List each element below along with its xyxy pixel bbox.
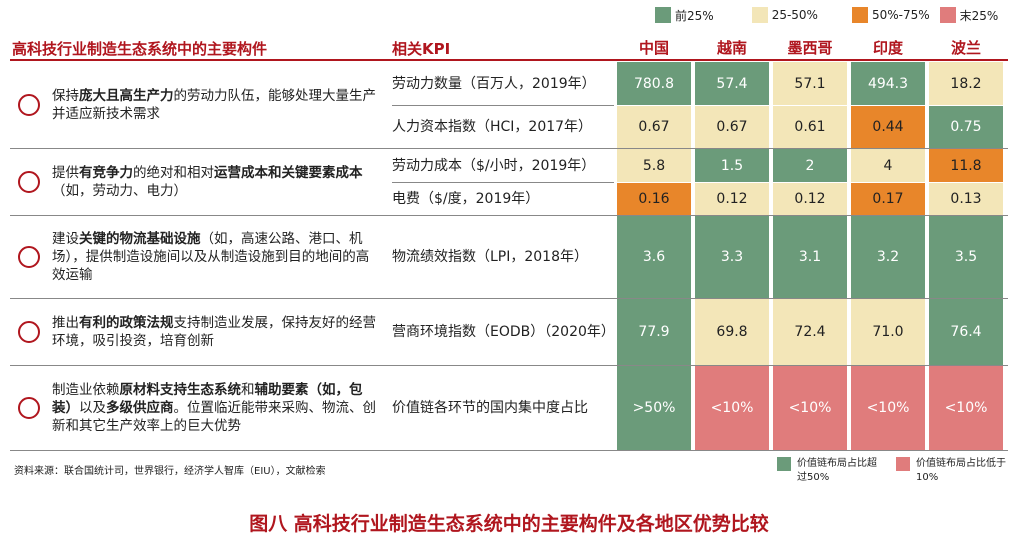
kpi-value-cell: 3.6 [617, 216, 691, 298]
circle-marker-icon [18, 397, 40, 419]
kpi-value-cell: 1.5 [695, 149, 769, 182]
note-under-10: 价值链布局占比低于10% [896, 457, 1006, 485]
country-header-china: 中国 [638, 39, 669, 57]
kpi-column-title: 相关KPI [392, 40, 451, 58]
note-label: 价值链布局占比超过50% [797, 458, 877, 483]
component-text: 推出有利的政策法规支持制造业发展，保持友好的经营环境，吸引投资，培育创新 [52, 315, 376, 349]
kpi-value-cell: 57.4 [695, 62, 769, 105]
legend-item-bottom25: 末25% [939, 7, 999, 24]
country-header-poland: 波兰 [950, 39, 981, 57]
kpi-label: 劳动力数量（百万人，2019年） [392, 75, 596, 92]
circle-marker-icon [18, 171, 40, 193]
group-separator [10, 298, 1008, 299]
note-swatch [896, 457, 910, 471]
legend-item-25-50: 25-50% [751, 7, 818, 23]
kpi-value-cell: 76.4 [929, 299, 1003, 365]
circle-marker-icon [18, 94, 40, 116]
kpi-value-cell: 0.67 [617, 106, 691, 148]
kpi-value-cell: 0.16 [617, 183, 691, 215]
group-separator [10, 215, 1008, 216]
kpi-value-cell: 0.12 [695, 183, 769, 215]
kpi-label: 电费（$/度，2019年） [392, 191, 540, 207]
kpi-value-cell: 3.5 [929, 216, 1003, 298]
legend-item-top25: 前25% [655, 7, 714, 24]
component-supply-ecosystem: 制造业依赖原材料支持生态系统和辅助要素（如，包装）以及多级供应商。位置临近能带来… [12, 366, 380, 450]
kpi-value-cell: 71.0 [851, 299, 925, 365]
component-text: 制造业依赖原材料支持生态系统和辅助要素（如，包装）以及多级供应商。位置临近能带来… [52, 382, 376, 434]
kpi-value-cell: 3.1 [773, 216, 847, 298]
section-title: 高科技行业制造生态系统中的主要构件 [12, 40, 268, 58]
kpi-value-cell: 0.61 [773, 106, 847, 148]
kpi-value-cell: 494.3 [851, 62, 925, 105]
legend-item-50-75: 50%-75% [851, 7, 930, 23]
legend-swatch [939, 7, 956, 23]
kpi-label: 营商环境指数（EODB）（2020年） [392, 324, 615, 340]
kpi-value-cell: >50% [617, 366, 691, 450]
legend-label: 前25% [675, 8, 714, 23]
kpi-label: 劳动力成本（$/小时，2019年） [392, 157, 596, 174]
legend-label: 25-50% [771, 8, 818, 22]
component-text: 保持庞大且高生产力的劳动力队伍，能够处理大量生产并适应新技术需求 [52, 88, 376, 122]
kpi-label: 人力资本指数（HCI，2017年） [392, 119, 593, 135]
component-text: 提供有竞争力的绝对和相对运营成本和关键要素成本（如，劳动力、电力） [52, 165, 363, 199]
note-swatch [777, 457, 791, 471]
kpi-value-cell: 69.8 [695, 299, 769, 365]
kpi-value-cell: 0.17 [851, 183, 925, 215]
kpi-value-cell: 57.1 [773, 62, 847, 105]
kpi-value-cell: 780.8 [617, 62, 691, 105]
kpi-label: 价值链各环节的国内集中度占比 [392, 400, 588, 416]
country-header-mexico: 墨西哥 [787, 39, 833, 57]
kpi-value-cell: 11.8 [929, 149, 1003, 182]
header-divider [10, 59, 1008, 61]
group-separator [10, 365, 1008, 366]
component-labor-force: 保持庞大且高生产力的劳动力队伍，能够处理大量生产并适应新技术需求 [12, 62, 380, 148]
circle-marker-icon [18, 246, 40, 268]
note-over-50: 价值链布局占比超过50% [777, 457, 877, 485]
kpi-value-cell: 72.4 [773, 299, 847, 365]
kpi-value-cell: 3.3 [695, 216, 769, 298]
country-header-india: 印度 [872, 39, 903, 57]
legend-swatch [851, 7, 868, 23]
kpi-value-cell: 77.9 [617, 299, 691, 365]
kpi-separator [392, 105, 614, 106]
source-note: 资料来源：联合国统计司，世界银行，经济学人智库（EIU），文献检索 [14, 466, 326, 477]
country-header-vietnam: 越南 [716, 39, 747, 57]
legend-label: 50%-75% [871, 8, 930, 22]
legend-swatch [655, 7, 671, 23]
kpi-value-cell: 0.67 [695, 106, 769, 148]
kpi-value-cell: <10% [773, 366, 847, 450]
component-policy: 推出有利的政策法规支持制造业发展，保持友好的经营环境，吸引投资，培育创新 [12, 299, 380, 365]
legend: 前25% 25-50% 50%-75% 末25% [655, 6, 1008, 24]
group-separator [10, 450, 1008, 451]
component-text: 建设关键的物流基础设施（如，高速公路、港口、机场），提供制造设施间以及从制造设施… [52, 231, 370, 283]
kpi-value-cell: 0.13 [929, 183, 1003, 215]
kpi-value-cell: 4 [851, 149, 925, 182]
circle-marker-icon [18, 321, 40, 343]
component-operating-cost: 提供有竞争力的绝对和相对运营成本和关键要素成本（如，劳动力、电力） [12, 149, 380, 215]
kpi-value-cell: 5.8 [617, 149, 691, 182]
kpi-value-cell: 0.75 [929, 106, 1003, 148]
kpi-separator [392, 182, 614, 183]
kpi-value-cell: 0.44 [851, 106, 925, 148]
figure-caption: 图八 高科技行业制造生态系统中的主要构件及各地区优势比较 [249, 513, 769, 535]
group-separator [10, 148, 1008, 149]
kpi-value-cell: 0.12 [773, 183, 847, 215]
note-label: 价值链布局占比低于10% [916, 458, 1006, 483]
kpi-value-cell: <10% [851, 366, 925, 450]
kpi-value-cell: 2 [773, 149, 847, 182]
kpi-value-cell: <10% [695, 366, 769, 450]
kpi-value-cell: <10% [929, 366, 1003, 450]
component-logistics: 建设关键的物流基础设施（如，高速公路、港口、机场），提供制造设施间以及从制造设施… [12, 216, 380, 298]
kpi-value-cell: 18.2 [929, 62, 1003, 105]
kpi-label: 物流绩效指数（LPI，2018年） [392, 249, 588, 265]
legend-label: 末25% [959, 8, 999, 23]
legend-swatch [751, 7, 768, 23]
kpi-value-cell: 3.2 [851, 216, 925, 298]
